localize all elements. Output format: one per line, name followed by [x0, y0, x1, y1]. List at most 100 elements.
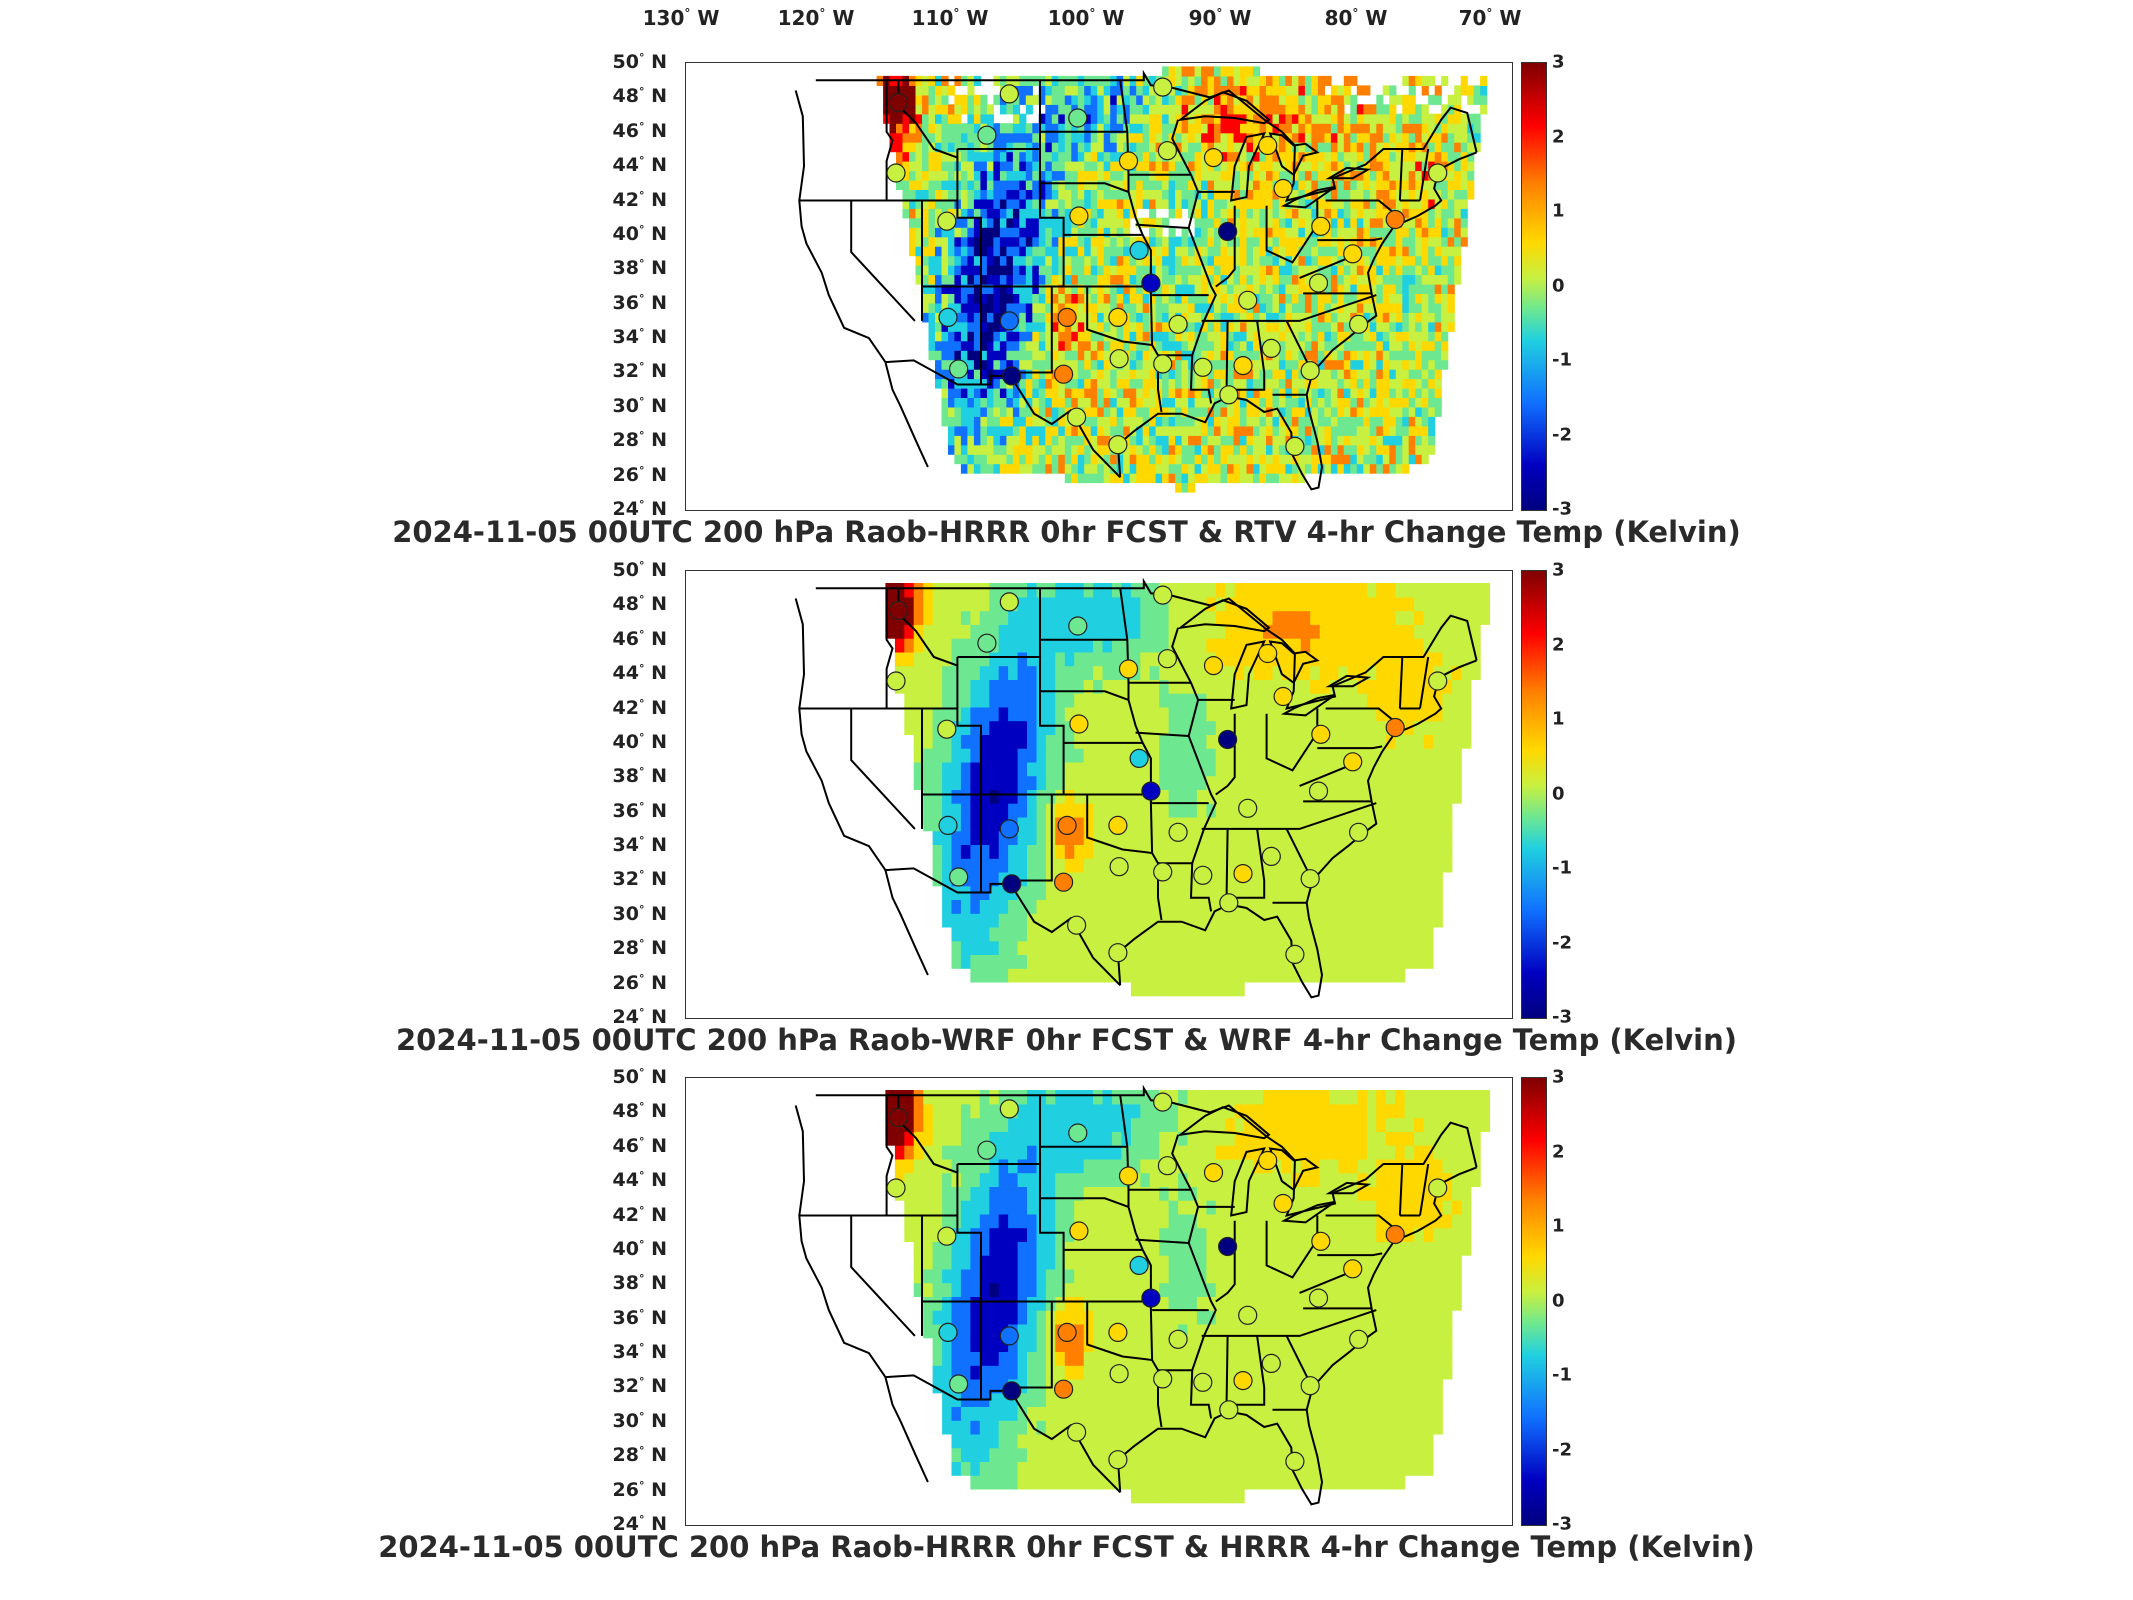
- station-marker: [1054, 364, 1074, 384]
- boundary-line: [1171, 119, 1217, 356]
- station-marker: [1067, 915, 1087, 935]
- station-marker: [1109, 857, 1129, 877]
- colorbar-tick-label: -3: [1552, 498, 1572, 520]
- station-marker: [999, 1099, 1019, 1119]
- longitude-label: 90° W: [1188, 6, 1252, 30]
- station-marker: [1273, 686, 1293, 707]
- boundary-line: [1039, 80, 1065, 287]
- colorbar-tick-label: 2: [1552, 1141, 1565, 1162]
- station-marker: [1002, 366, 1022, 386]
- station-marker: [1258, 643, 1278, 664]
- colorbar-tick-label: 0: [1552, 275, 1565, 296]
- boundary-line: [1040, 182, 1129, 193]
- station-marker: [1153, 1369, 1173, 1389]
- station-marker: [1238, 1305, 1258, 1325]
- station-marker: [886, 1178, 906, 1198]
- station-marker: [1348, 1329, 1369, 1349]
- station-marker: [1385, 717, 1405, 738]
- station-marker: [1118, 1166, 1139, 1186]
- station-marker: [1219, 385, 1239, 405]
- station-marker: [1311, 724, 1331, 744]
- station-marker: [1285, 1451, 1305, 1471]
- station-marker: [1308, 781, 1329, 801]
- lake-outline: [1268, 640, 1320, 685]
- boundary-line: [850, 200, 916, 322]
- boundary-line: [1398, 656, 1404, 709]
- colorbar-tick-label: 1: [1552, 1215, 1565, 1237]
- boundary-line: [794, 1105, 887, 1378]
- station-marker: [999, 819, 1019, 839]
- longitude-label: 120° W: [777, 6, 855, 30]
- boundary-line: [884, 869, 929, 976]
- latitude-label: 44° N: [612, 661, 667, 685]
- station-marker: [1193, 1372, 1213, 1392]
- boundary-line: [850, 708, 916, 830]
- station-marker: [1285, 436, 1305, 456]
- latitude-label: 48° N: [612, 1100, 667, 1123]
- lake-outline: [1176, 599, 1271, 633]
- station-marker: [1067, 407, 1087, 427]
- lake-outline: [1268, 132, 1320, 177]
- boundary-line: [1158, 354, 1213, 404]
- latitude-label: 42° N: [612, 188, 667, 211]
- boundary-line: [1086, 286, 1163, 413]
- latitude-label: 28° N: [612, 429, 667, 452]
- panel-title: 2024-11-05 00UTC 200 hPa Raob-WRF 0hr FC…: [395, 1023, 1737, 1057]
- lake-outline: [1280, 1200, 1336, 1224]
- latitude-label: 26° N: [612, 463, 667, 486]
- boundary-line: [1086, 1301, 1163, 1428]
- station-marker: [1157, 141, 1177, 161]
- station-marker: [1108, 943, 1128, 963]
- lake-outline: [1280, 693, 1336, 717]
- map-frame: [685, 570, 1513, 1019]
- colorbar-tick-label: 2: [1552, 126, 1565, 147]
- boundary-line: [1171, 627, 1217, 864]
- boundary-line: [1135, 731, 1189, 737]
- latitude-label: 28° N: [612, 1444, 667, 1467]
- colorbar-tick-label: -2: [1552, 932, 1572, 953]
- station-marker: [1385, 209, 1405, 230]
- latitude-label: 48° N: [612, 85, 667, 108]
- colorbar-tick-label: 0: [1552, 1290, 1565, 1311]
- boundary-line: [1039, 1095, 1065, 1302]
- station-marker: [937, 211, 957, 231]
- latitude-label: 40° N: [612, 222, 667, 246]
- station-marker: [1069, 206, 1089, 226]
- station-marker: [1168, 822, 1188, 842]
- latitude-label: 26° N: [612, 1478, 667, 1501]
- station-marker: [1261, 846, 1281, 866]
- station-marker: [1129, 1255, 1149, 1275]
- boundary-line: [1116, 659, 1477, 999]
- station-marker: [1108, 1322, 1128, 1342]
- temperature-field: [885, 1090, 1491, 1504]
- station-marker: [1217, 729, 1238, 750]
- station-marker: [1153, 862, 1173, 882]
- station-marker: [1217, 221, 1238, 242]
- boundary-line: [956, 1164, 982, 1400]
- boundary-line: [1317, 745, 1383, 750]
- station-marker: [1057, 307, 1077, 327]
- latitude-label: 34° N: [612, 833, 667, 857]
- latitude-label: 34° N: [612, 325, 667, 349]
- boundary-line: [1116, 151, 1477, 491]
- colorbar-tick-label: 1: [1552, 200, 1565, 222]
- latitude-label: 46° N: [612, 119, 667, 142]
- station-marker: [1002, 874, 1022, 894]
- colorbar-tick-label: 2: [1552, 634, 1565, 655]
- colorbar-tick-label: -2: [1552, 1439, 1572, 1460]
- station-marker: [1157, 649, 1177, 669]
- lake-outline: [1230, 1147, 1266, 1217]
- station-marker: [1343, 244, 1363, 264]
- colorbar-tick-label: -1: [1552, 349, 1572, 371]
- latitude-label: 36° N: [612, 291, 667, 314]
- station-marker: [1068, 616, 1088, 636]
- station-marker: [1153, 354, 1173, 374]
- station-marker: [999, 592, 1019, 612]
- station-marker: [977, 125, 997, 145]
- station-marker: [1261, 1353, 1281, 1373]
- latitude-label: 48° N: [612, 593, 667, 616]
- latitude-label: 50° N: [612, 50, 667, 74]
- temperature-change-map: [794, 66, 1488, 493]
- colorbar-tick-label: 3: [1552, 1066, 1565, 1088]
- station-marker: [1348, 314, 1369, 334]
